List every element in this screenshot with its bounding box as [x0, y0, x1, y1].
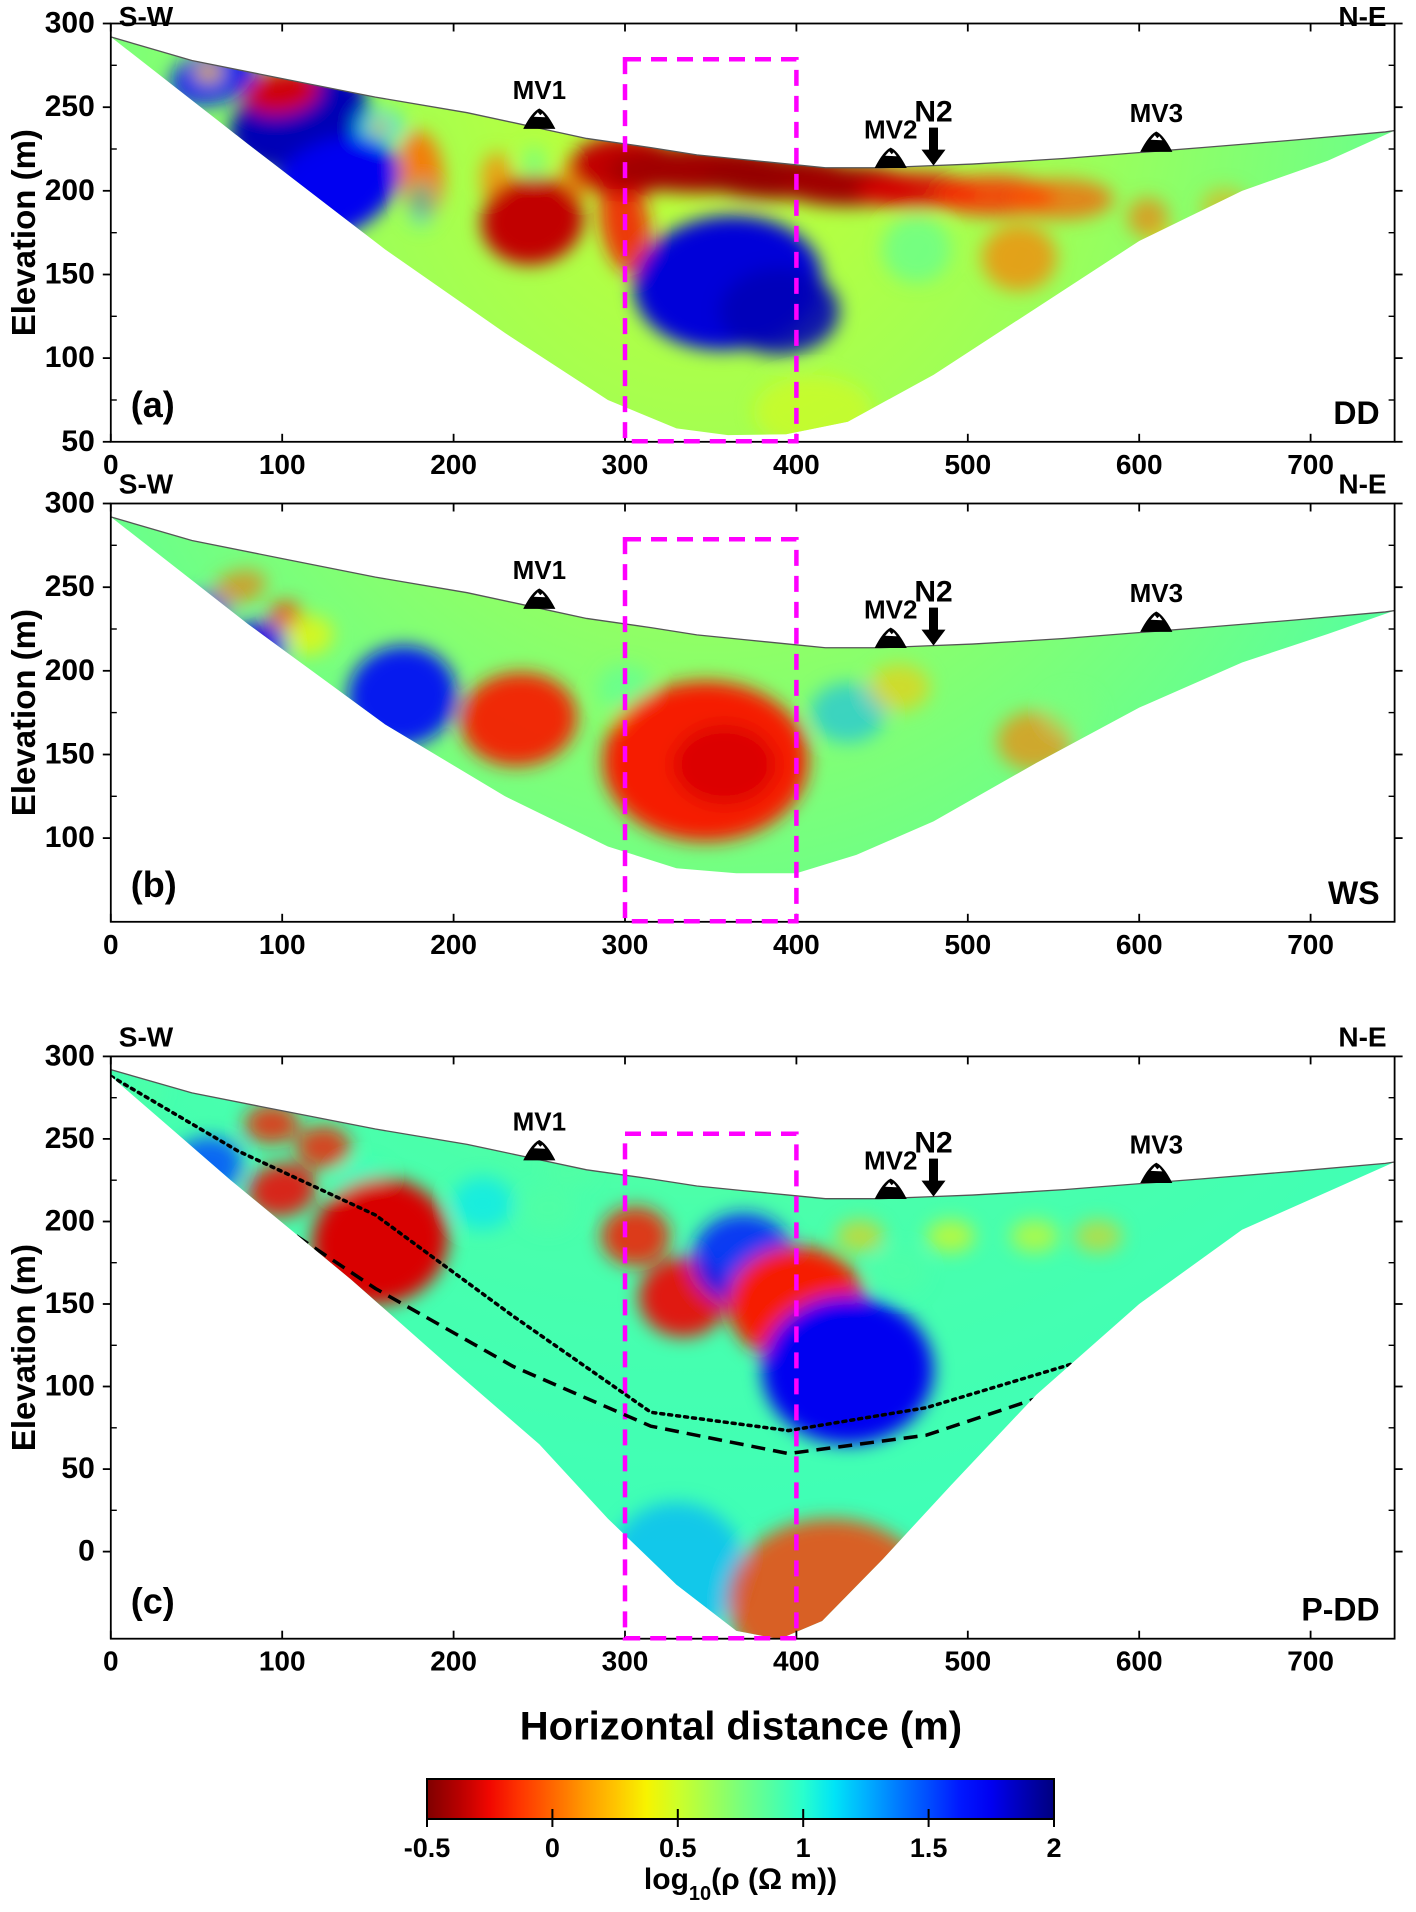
svg-text:150: 150 — [45, 258, 95, 291]
svg-text:N2: N2 — [914, 576, 952, 609]
svg-text:MV1: MV1 — [513, 1107, 566, 1137]
svg-text:300: 300 — [602, 929, 649, 960]
svg-text:300: 300 — [45, 487, 95, 520]
svg-text:DD: DD — [1333, 395, 1379, 431]
svg-text:0: 0 — [78, 1535, 95, 1568]
svg-text:0: 0 — [545, 1833, 560, 1863]
svg-text:700: 700 — [1287, 449, 1334, 480]
svg-text:MV3: MV3 — [1130, 578, 1183, 608]
svg-text:N-E: N-E — [1338, 1, 1386, 32]
svg-text:1: 1 — [796, 1833, 811, 1863]
svg-text:200: 200 — [45, 1205, 95, 1238]
svg-text:(a): (a) — [131, 384, 175, 425]
svg-text:Elevation (m): Elevation (m) — [5, 609, 42, 816]
svg-text:MV2: MV2 — [864, 594, 917, 624]
svg-text:150: 150 — [45, 1287, 95, 1320]
svg-text:100: 100 — [259, 1646, 306, 1677]
svg-text:-0.5: -0.5 — [404, 1833, 451, 1863]
svg-text:0: 0 — [103, 929, 119, 960]
svg-text:MV2: MV2 — [864, 1145, 917, 1175]
svg-text:MV1: MV1 — [513, 75, 566, 105]
svg-text:Elevation (m): Elevation (m) — [5, 129, 42, 336]
svg-text:N-E: N-E — [1338, 469, 1386, 500]
svg-text:2: 2 — [1046, 1833, 1061, 1863]
svg-text:100: 100 — [259, 929, 306, 960]
svg-text:200: 200 — [45, 174, 95, 207]
svg-text:300: 300 — [602, 1646, 649, 1677]
svg-text:P-DD: P-DD — [1301, 1592, 1379, 1628]
svg-text:MV3: MV3 — [1130, 1129, 1183, 1159]
svg-text:S-W: S-W — [119, 469, 174, 500]
svg-text:400: 400 — [773, 929, 820, 960]
svg-text:(b): (b) — [131, 864, 177, 905]
svg-text:700: 700 — [1287, 929, 1334, 960]
svg-text:200: 200 — [430, 449, 477, 480]
svg-text:300: 300 — [45, 7, 95, 40]
svg-text:1.5: 1.5 — [910, 1833, 948, 1863]
svg-text:200: 200 — [430, 1646, 477, 1677]
svg-text:500: 500 — [944, 449, 991, 480]
svg-text:MV3: MV3 — [1130, 98, 1183, 128]
svg-text:700: 700 — [1287, 1646, 1334, 1677]
svg-text:300: 300 — [602, 449, 649, 480]
svg-text:S-W: S-W — [119, 1021, 174, 1052]
svg-text:100: 100 — [45, 1370, 95, 1403]
svg-text:100: 100 — [45, 821, 95, 854]
svg-text:0: 0 — [103, 1646, 119, 1677]
svg-text:500: 500 — [944, 1646, 991, 1677]
svg-text:N-E: N-E — [1338, 1021, 1386, 1052]
svg-text:200: 200 — [430, 929, 477, 960]
svg-text:200: 200 — [45, 654, 95, 687]
svg-text:log10(ρ (Ω m)): log10(ρ (Ω m)) — [644, 1863, 837, 1905]
svg-text:100: 100 — [259, 449, 306, 480]
svg-text:MV2: MV2 — [864, 114, 917, 144]
svg-text:0.5: 0.5 — [659, 1833, 697, 1863]
svg-text:N2: N2 — [914, 96, 952, 129]
svg-text:Elevation (m): Elevation (m) — [5, 1244, 42, 1451]
svg-text:400: 400 — [773, 1646, 820, 1677]
svg-text:N2: N2 — [914, 1127, 952, 1160]
svg-text:600: 600 — [1116, 449, 1163, 480]
svg-text:250: 250 — [45, 1122, 95, 1155]
svg-text:Horizontal distance (m): Horizontal distance (m) — [520, 1705, 962, 1749]
svg-text:50: 50 — [61, 425, 94, 458]
svg-text:250: 250 — [45, 570, 95, 603]
svg-text:WS: WS — [1328, 875, 1380, 911]
svg-text:50: 50 — [61, 1452, 94, 1485]
svg-text:400: 400 — [773, 449, 820, 480]
svg-text:100: 100 — [45, 341, 95, 374]
svg-text:600: 600 — [1116, 929, 1163, 960]
svg-text:600: 600 — [1116, 1646, 1163, 1677]
svg-text:150: 150 — [45, 738, 95, 771]
svg-text:MV1: MV1 — [513, 555, 566, 585]
svg-text:500: 500 — [944, 929, 991, 960]
svg-text:S-W: S-W — [119, 1, 174, 32]
svg-text:0: 0 — [103, 449, 119, 480]
svg-text:300: 300 — [45, 1039, 95, 1072]
svg-text:250: 250 — [45, 90, 95, 123]
svg-text:(c): (c) — [131, 1581, 175, 1622]
